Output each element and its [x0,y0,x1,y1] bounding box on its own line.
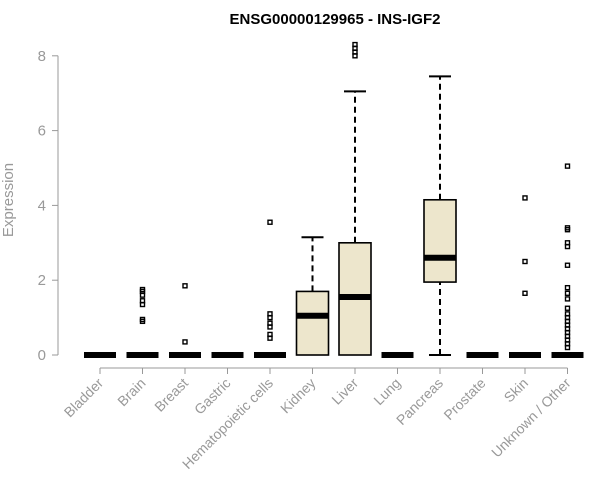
box-group [338,41,372,356]
y-tick-label: 6 [38,123,46,140]
iqr-box [295,290,330,356]
iqr-box [423,198,457,283]
outlier-point [564,311,571,317]
outlier-point [267,320,273,326]
outlier-point [139,298,146,304]
box-group [169,283,201,358]
outlier-point [564,290,571,296]
chart-title: ENSG00000129965 - INS-IGF2 [230,11,441,28]
outlier-point [182,339,188,345]
x-tick-label: Liver [328,375,361,408]
y-tick-label: 2 [38,272,46,289]
outlier-point [267,311,273,317]
outlier-point [564,305,571,311]
outlier-point [564,225,571,231]
box-group [509,195,541,358]
y-tick-label: 8 [38,48,46,65]
x-tick-label: Pancreas [393,375,446,428]
box-group [126,286,159,358]
x-tick-label: Breast [151,375,191,415]
outlier-point [267,331,273,338]
x-tick-label: Bladder [61,375,107,421]
outlier-point [564,296,571,302]
outlier-point [564,240,571,246]
outlier-point [352,41,358,48]
box-group [254,219,286,358]
outlier-point [139,286,146,293]
y-tick-label: 4 [38,197,46,214]
box-group [551,163,584,358]
outlier-point [182,283,188,289]
x-tick-label: Prostate [440,375,488,423]
outlier-point [564,262,571,268]
y-axis-label: Expression [0,163,17,237]
outlier-point [564,284,571,291]
outlier-point [522,258,528,265]
plot-area [84,41,584,358]
y-axis: 0 2 4 6 8 [38,48,59,364]
box-group [295,236,330,356]
x-tick-label: Kidney [277,375,319,417]
x-tick-label: Brain [114,375,148,409]
x-tick-label: Skin [501,375,532,406]
box-group [423,75,457,356]
x-tick-label: Lung [370,375,403,408]
outlier-point [267,219,273,225]
outlier-point [522,290,528,296]
x-tick-label: Unknown / Other [488,375,574,461]
outlier-point [139,316,146,323]
y-tick-label: 0 [38,347,46,364]
outlier-point [564,163,571,169]
outlier-point [522,195,528,201]
